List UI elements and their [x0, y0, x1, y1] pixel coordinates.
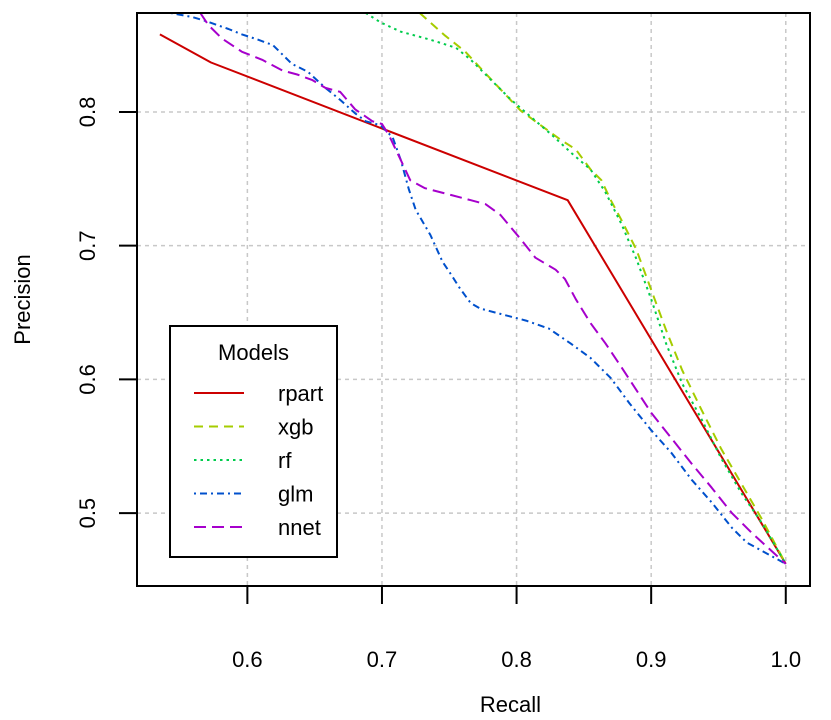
x-tick-label: 1.0 [770, 647, 801, 672]
series-line-rf [365, 13, 787, 565]
legend-item-nnet: nnet [194, 515, 321, 540]
y-axis: 0.5 0.6 0.7 0.8 [75, 97, 137, 529]
legend-label: nnet [278, 515, 321, 540]
y-axis-title: Precision [10, 254, 35, 344]
x-tick-label: 0.8 [501, 647, 532, 672]
x-tick-label: 0.6 [232, 647, 263, 672]
y-tick-label: 0.5 [75, 498, 100, 529]
legend-item-rf: rf [194, 448, 292, 473]
legend-item-xgb: xgb [194, 415, 313, 440]
legend-label: rpart [278, 381, 323, 406]
legend-title: Models [218, 340, 289, 365]
y-tick-label: 0.7 [75, 230, 100, 261]
legend: Models rpart xgb rf glm nnet [169, 325, 338, 558]
x-axis-title: Recall [480, 692, 541, 717]
legend-item-glm: glm [194, 482, 313, 507]
legend-label: rf [278, 448, 292, 473]
series-line-xgb [419, 13, 787, 565]
series-lines [159, 13, 787, 565]
y-tick-label: 0.6 [75, 364, 100, 395]
legend-item-rpart: rpart [194, 381, 323, 406]
y-tick-label: 0.8 [75, 97, 100, 128]
series-line-rpart [159, 33, 787, 565]
x-axis: 0.6 0.7 0.8 0.9 1.0 [232, 586, 801, 672]
legend-label: xgb [278, 415, 313, 440]
legend-box [169, 325, 338, 558]
series-line-nnet [199, 13, 787, 565]
series-line-glm [170, 13, 787, 565]
legend-label: glm [278, 482, 313, 507]
x-tick-label: 0.9 [636, 647, 667, 672]
legend-items: rpart xgb rf glm nnet [194, 381, 323, 540]
x-tick-label: 0.7 [367, 647, 398, 672]
plot-frame [136, 12, 811, 587]
